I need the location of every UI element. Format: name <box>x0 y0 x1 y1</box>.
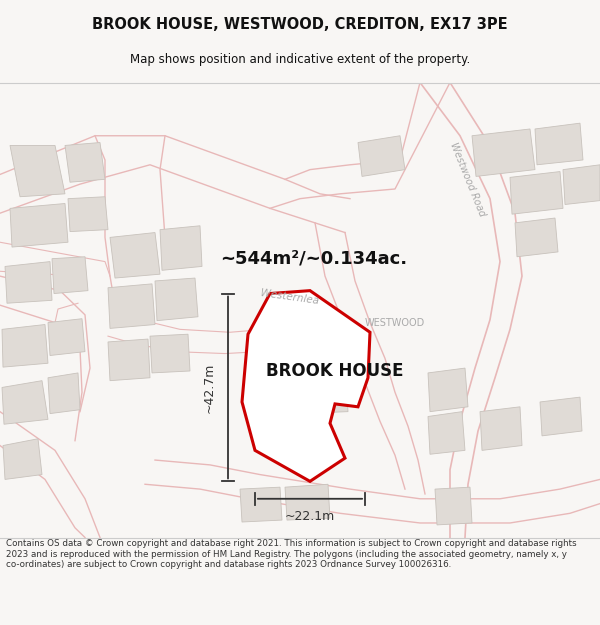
Polygon shape <box>10 146 65 197</box>
Text: Contains OS data © Crown copyright and database right 2021. This information is : Contains OS data © Crown copyright and d… <box>6 539 577 569</box>
Polygon shape <box>480 407 522 451</box>
Polygon shape <box>3 439 42 479</box>
Polygon shape <box>65 142 105 182</box>
Polygon shape <box>535 123 583 165</box>
Polygon shape <box>108 339 150 381</box>
Polygon shape <box>540 397 582 436</box>
Text: Westwood Road: Westwood Road <box>449 141 487 218</box>
Polygon shape <box>2 324 48 367</box>
Polygon shape <box>295 356 348 414</box>
Text: Map shows position and indicative extent of the property.: Map shows position and indicative extent… <box>130 53 470 66</box>
Polygon shape <box>240 487 282 522</box>
Polygon shape <box>435 487 472 525</box>
Polygon shape <box>563 165 600 204</box>
Text: ~544m²/~0.134ac.: ~544m²/~0.134ac. <box>220 250 407 268</box>
Polygon shape <box>5 262 52 303</box>
Text: ~42.7m: ~42.7m <box>203 362 216 413</box>
Polygon shape <box>515 218 558 257</box>
Polygon shape <box>428 368 468 412</box>
Polygon shape <box>150 334 190 373</box>
Text: BROOK HOUSE: BROOK HOUSE <box>266 362 404 380</box>
Polygon shape <box>48 373 80 414</box>
Polygon shape <box>108 284 155 328</box>
Polygon shape <box>155 278 198 321</box>
Polygon shape <box>110 232 160 278</box>
Polygon shape <box>285 484 330 520</box>
Polygon shape <box>358 136 405 176</box>
Polygon shape <box>428 412 465 454</box>
Polygon shape <box>68 197 108 232</box>
Polygon shape <box>160 226 202 270</box>
Polygon shape <box>48 319 85 356</box>
Polygon shape <box>242 291 370 481</box>
Text: BROOK HOUSE, WESTWOOD, CREDITON, EX17 3PE: BROOK HOUSE, WESTWOOD, CREDITON, EX17 3P… <box>92 18 508 32</box>
Text: ~22.1m: ~22.1m <box>285 510 335 522</box>
Polygon shape <box>52 257 88 294</box>
Text: Westernlea: Westernlea <box>260 288 320 306</box>
Polygon shape <box>472 129 535 176</box>
Polygon shape <box>510 172 563 214</box>
Polygon shape <box>10 204 68 247</box>
Text: WESTWOOD: WESTWOOD <box>365 318 425 328</box>
Polygon shape <box>2 381 48 424</box>
